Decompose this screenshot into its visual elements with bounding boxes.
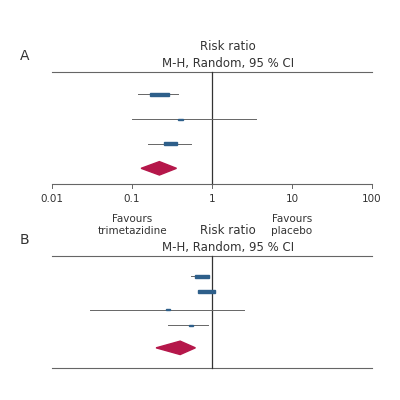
Text: Favours
trimetazidine: Favours trimetazidine — [97, 214, 167, 236]
Bar — [198, 290, 215, 294]
Bar — [189, 325, 194, 326]
Text: Risk ratio
M-H, Random, 95 % CI: Risk ratio M-H, Random, 95 % CI — [162, 224, 294, 254]
Text: 1: 1 — [209, 194, 215, 204]
Bar — [164, 142, 176, 145]
Bar — [150, 92, 169, 96]
Text: 0.01: 0.01 — [40, 194, 64, 204]
Text: 0.1: 0.1 — [124, 194, 140, 204]
Text: Risk ratio
M-H, Random, 95 % CI: Risk ratio M-H, Random, 95 % CI — [162, 40, 294, 70]
Bar — [195, 275, 209, 278]
Bar — [166, 309, 170, 310]
Polygon shape — [156, 341, 195, 354]
Text: A: A — [20, 49, 30, 63]
Bar — [178, 118, 183, 120]
Text: 10: 10 — [286, 194, 298, 204]
Text: Favours
placebo: Favours placebo — [272, 214, 312, 236]
Polygon shape — [141, 162, 176, 175]
Text: 100: 100 — [362, 194, 382, 204]
Text: B: B — [20, 233, 30, 247]
